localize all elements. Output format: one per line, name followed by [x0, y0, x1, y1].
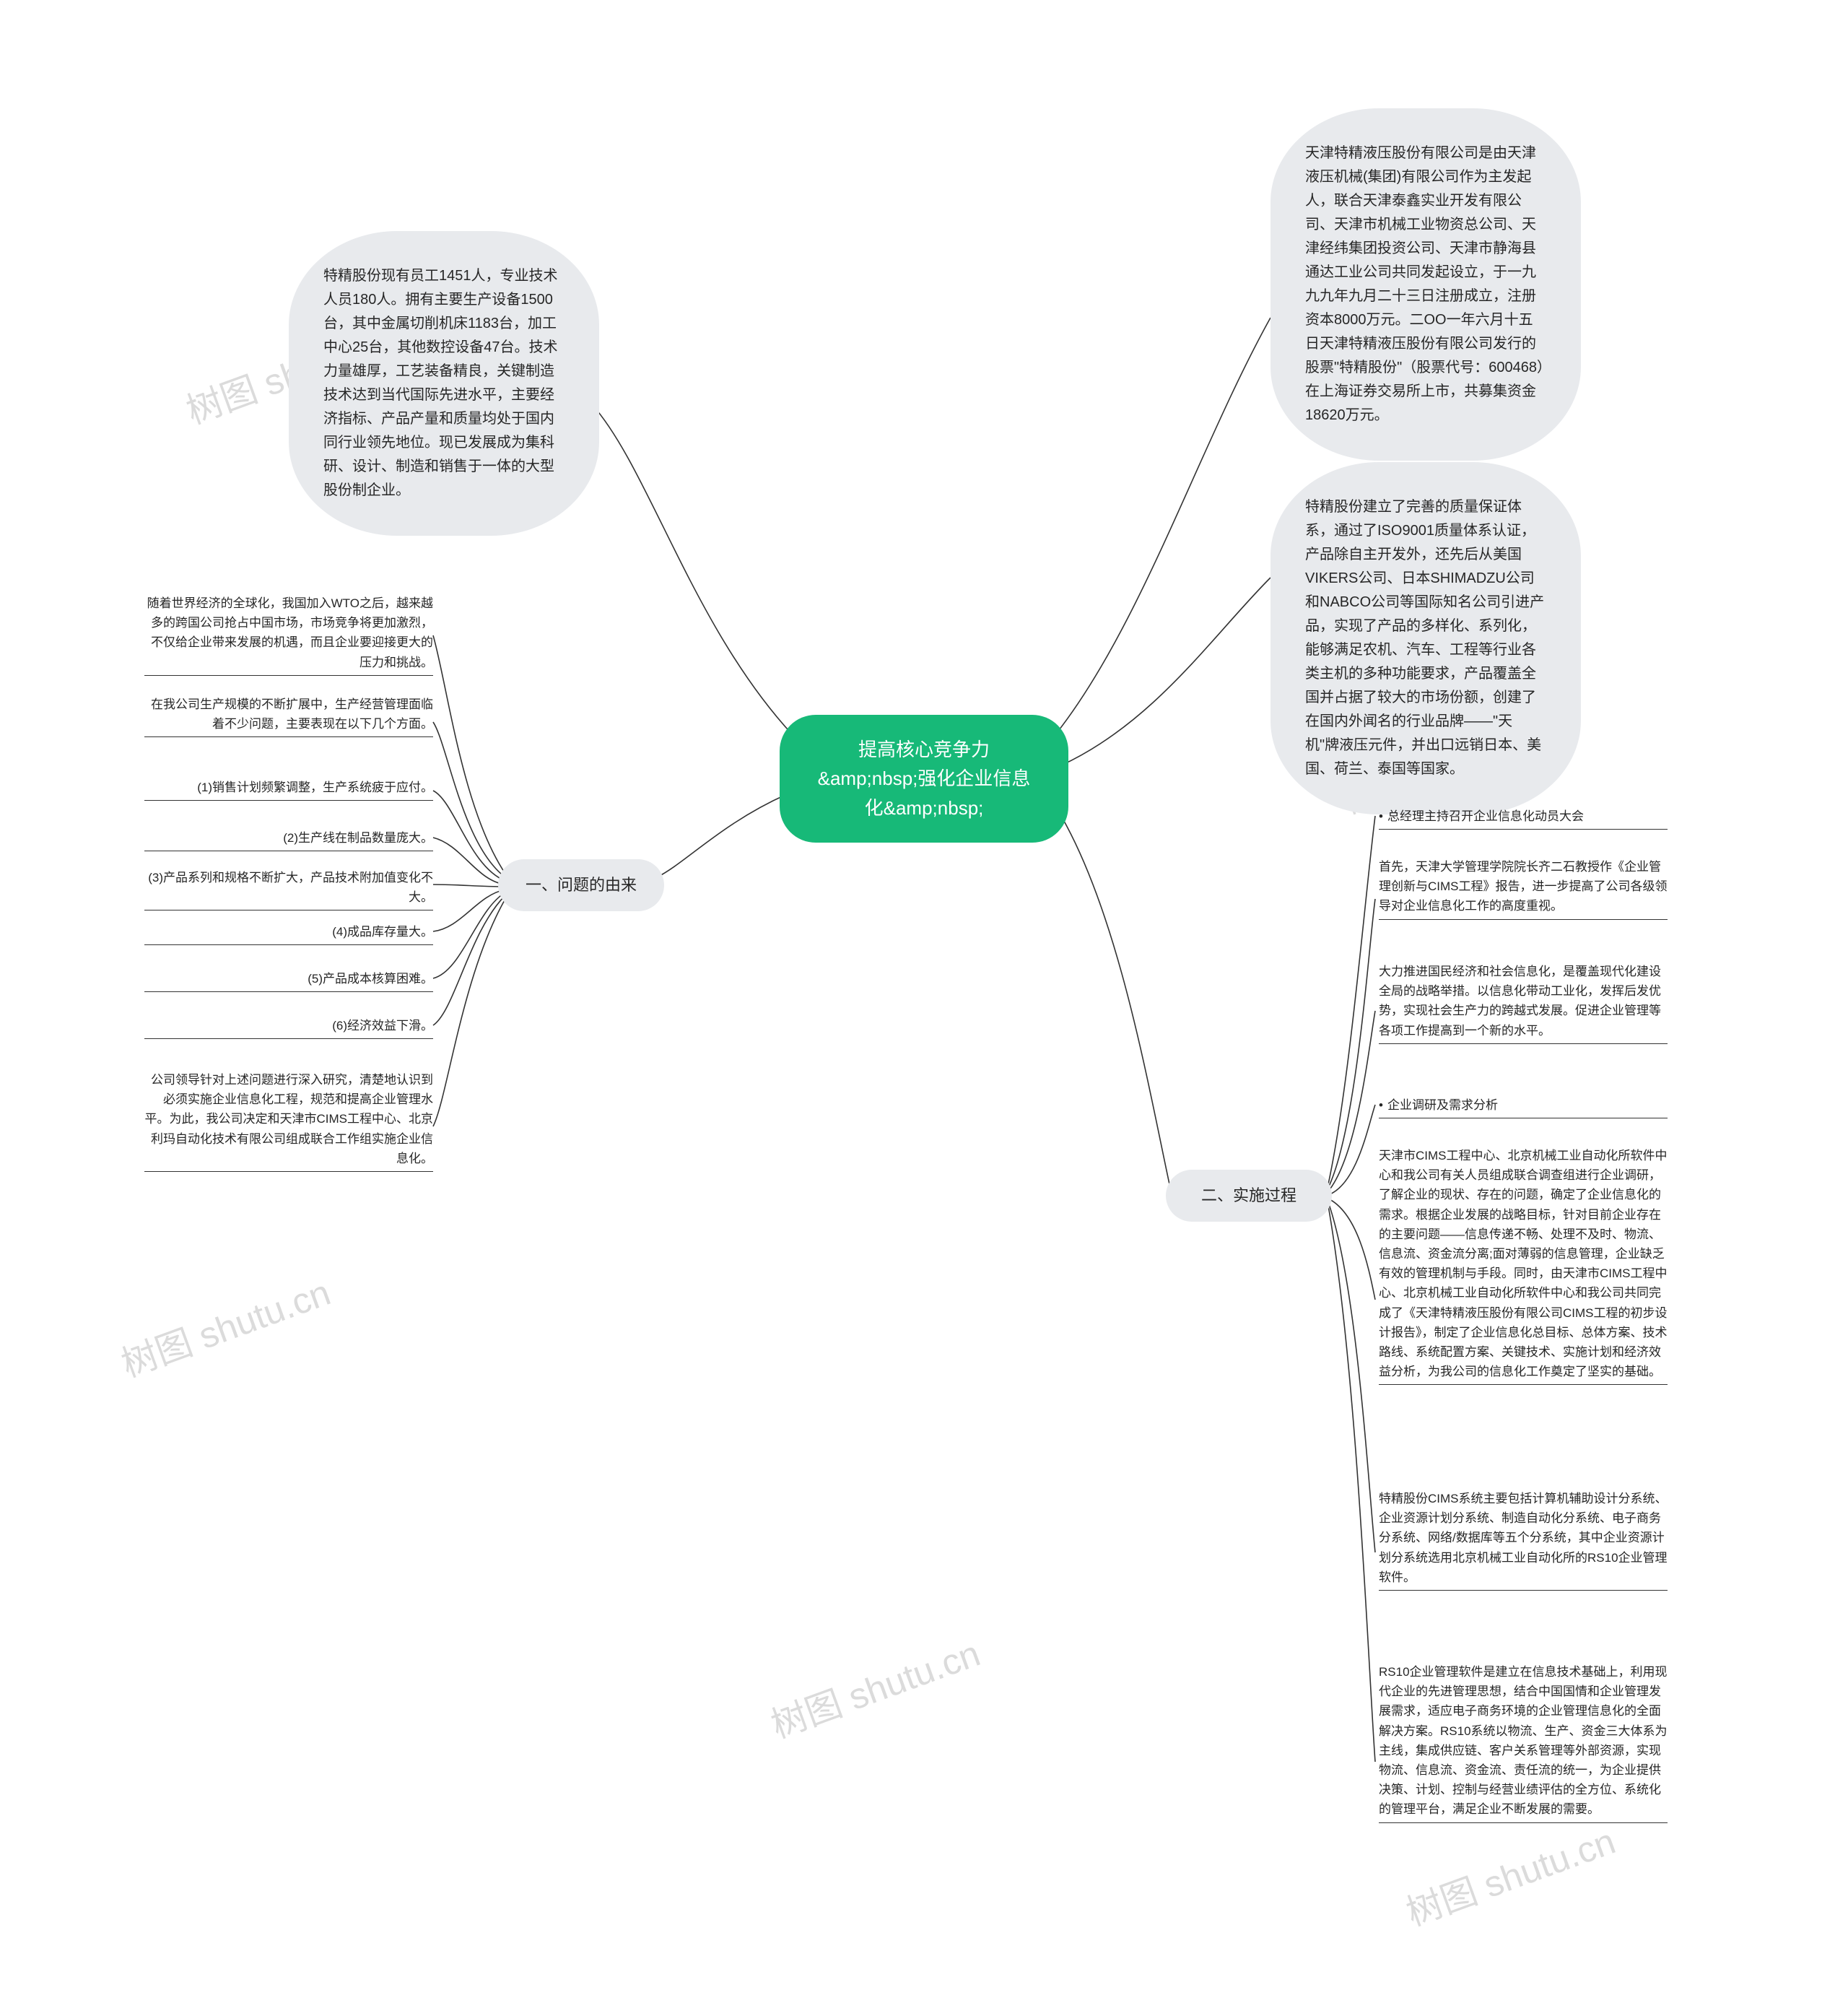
problem-leaf-text: 在我公司生产规模的不断扩展中，生产经营管理面临着不少问题，主要表现在以下几个方面…: [144, 695, 433, 737]
problem-leaf: (3)产品系列和规格不断扩大，产品技术附加值变化不大。: [144, 866, 433, 910]
watermark: 树图 shutu.cn: [1398, 1812, 1621, 1936]
process-leaf: 企业调研及需求分析: [1379, 1094, 1668, 1118]
problem-leaf-text: (3)产品系列和规格不断扩大，产品技术附加值变化不大。: [144, 868, 433, 910]
watermark: 树图 shutu.cn: [763, 1625, 986, 1748]
process-leaf: RS10企业管理软件是建立在信息技术基础上，利用现代企业的先进管理思想，结合中国…: [1379, 1661, 1668, 1823]
problem-leaf: 随着世界经济的全球化，我国加入WTO之后，越来越多的跨国公司抢占中国市场，市场竞…: [144, 592, 433, 676]
problem-leaf: (5)产品成本核算困难。: [144, 968, 433, 992]
problem-leaf-text: (4)成品库存量大。: [144, 922, 433, 945]
process-leaf: 天津市CIMS工程中心、北京机械工业自动化所软件中心和我公司有关人员组成联合调查…: [1379, 1144, 1668, 1385]
process-leaf-text: 特精股份CIMS系统主要包括计算机辅助设计分系统、企业资源计划分系统、制造自动化…: [1379, 1489, 1668, 1591]
problem-leaf-text: (2)生产线在制品数量庞大。: [144, 828, 433, 851]
process-leaf-text: 首先，天津大学管理学院院长齐二石教授作《企业管理创新与CIMS工程》报告，进一步…: [1379, 857, 1668, 920]
process-leaf-text: 大力推进国民经济和社会信息化，是覆盖现代化建设全局的战略举措。以信息化带动工业化…: [1379, 962, 1668, 1044]
process-leaf-text: 企业调研及需求分析: [1379, 1095, 1668, 1118]
problem-leaf: (6)经济效益下滑。: [144, 1014, 433, 1039]
right-block-company: 天津特精液压股份有限公司是由天津液压机械(集团)有限公司作为主发起人，联合天津泰…: [1270, 108, 1581, 461]
process-title-node: 二、实施过程: [1166, 1170, 1332, 1222]
center-node-text: 提高核心竞争力&amp;nbsp;强化企业信息化&amp;nbsp;: [818, 739, 1031, 819]
right-block-company-text: 天津特精液压股份有限公司是由天津液压机械(集团)有限公司作为主发起人，联合天津泰…: [1305, 145, 1544, 423]
problem-leaf: 公司领导针对上述问题进行深入研究，清楚地认识到必须实施企业信息化工程，规范和提高…: [144, 1069, 433, 1172]
process-leaf: 大力推进国民经济和社会信息化，是覆盖现代化建设全局的战略举措。以信息化带动工业化…: [1379, 960, 1668, 1044]
right-block-quality-text: 特精股份建立了完善的质量保证体系，通过了ISO9001质量体系认证，产品除自主开…: [1305, 499, 1544, 777]
problem-leaf-text: 公司领导针对上述问题进行深入研究，清楚地认识到必须实施企业信息化工程，规范和提高…: [144, 1070, 433, 1172]
process-title-text: 二、实施过程: [1201, 1186, 1296, 1204]
left-block-staff-text: 特精股份现有员工1451人，专业技术人员180人。拥有主要生产设备1500台，其…: [323, 268, 558, 498]
problem-leaf: 在我公司生产规模的不断扩展中，生产经营管理面临着不少问题，主要表现在以下几个方面…: [144, 693, 433, 737]
watermark: 树图 shutu.cn: [113, 1264, 336, 1387]
problem-title-text: 一、问题的由来: [526, 876, 637, 894]
center-node: 提高核心竞争力&amp;nbsp;强化企业信息化&amp;nbsp;: [780, 715, 1068, 843]
process-leaf: 总经理主持召开企业信息化动员大会: [1379, 805, 1668, 830]
problem-leaf-text: (5)产品成本核算困难。: [144, 969, 433, 992]
problem-leaf-text: 随着世界经济的全球化，我国加入WTO之后，越来越多的跨国公司抢占中国市场，市场竞…: [144, 594, 433, 676]
process-leaf-text: 天津市CIMS工程中心、北京机械工业自动化所软件中心和我公司有关人员组成联合调查…: [1379, 1146, 1668, 1385]
problem-leaf: (1)销售计划频繁调整，生产系统疲于应付。: [144, 776, 433, 801]
right-block-quality: 特精股份建立了完善的质量保证体系，通过了ISO9001质量体系认证，产品除自主开…: [1270, 462, 1581, 814]
problem-leaf-text: (1)销售计划频繁调整，生产系统疲于应付。: [144, 778, 433, 801]
problem-leaf: (2)生产线在制品数量庞大。: [144, 827, 433, 851]
problem-leaf-text: (6)经济效益下滑。: [144, 1016, 433, 1039]
process-leaf: 特精股份CIMS系统主要包括计算机辅助设计分系统、企业资源计划分系统、制造自动化…: [1379, 1487, 1668, 1591]
process-leaf-text: RS10企业管理软件是建立在信息技术基础上，利用现代企业的先进管理思想，结合中国…: [1379, 1662, 1668, 1823]
problem-title-node: 一、问题的由来: [498, 859, 664, 911]
left-block-staff: 特精股份现有员工1451人，专业技术人员180人。拥有主要生产设备1500台，其…: [289, 231, 599, 536]
problem-leaf: (4)成品库存量大。: [144, 921, 433, 945]
process-leaf-text: 总经理主持召开企业信息化动员大会: [1379, 807, 1668, 830]
process-leaf: 首先，天津大学管理学院院长齐二石教授作《企业管理创新与CIMS工程》报告，进一步…: [1379, 856, 1668, 920]
